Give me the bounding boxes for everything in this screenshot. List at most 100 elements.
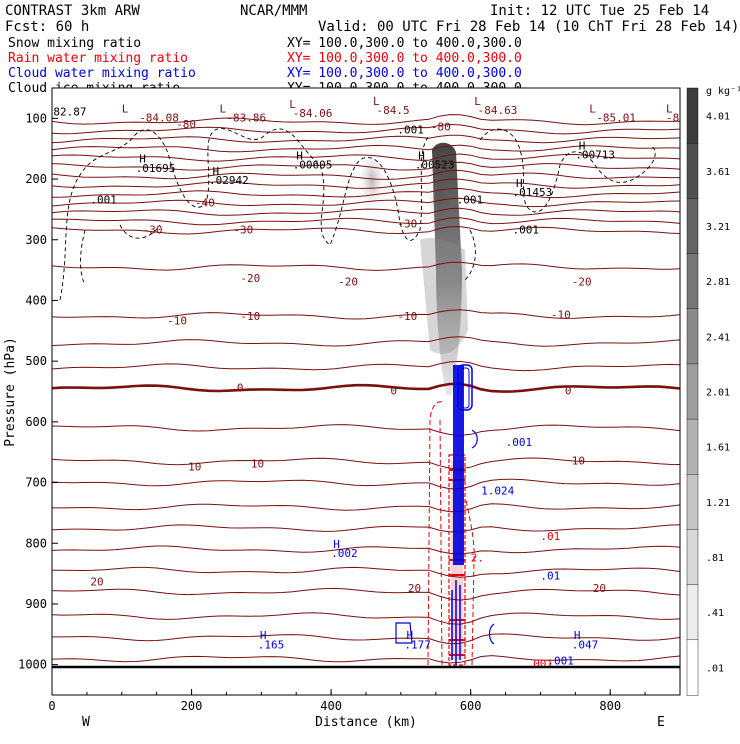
colorbar-label: 3.61 xyxy=(706,167,730,178)
cloud-water-label: .001 xyxy=(547,655,574,668)
y-tick-label: 300 xyxy=(25,233,47,247)
field-legend: Snow mixing ratio XY= 100.0,300.0 to 400… xyxy=(8,36,522,96)
snow-high-marker: H xyxy=(139,153,146,166)
cloud-water-label: 1.024 xyxy=(481,485,514,498)
colorbar-label: 3.21 xyxy=(706,222,730,233)
x-axis-title: Distance (km) xyxy=(315,715,417,730)
colorbar-label: 1.21 xyxy=(706,498,730,509)
valid-time: Valid: 00 UTC Fri 28 Feb 14 (10 ChT Fri … xyxy=(318,19,739,35)
colorbar-label: 4.01 xyxy=(706,112,730,123)
cloud-water-label: .01 xyxy=(540,570,560,583)
init-time: Init: 12 UTC Tue 25 Feb 14 xyxy=(490,3,709,19)
isotherm-line xyxy=(52,457,680,470)
cloud-water-label: .001 xyxy=(506,436,532,449)
colorbar-swatch xyxy=(686,363,699,420)
snow-label: .001 xyxy=(397,124,424,137)
y-tick-label: 500 xyxy=(25,354,47,368)
snow-high-value: .00605 xyxy=(293,159,333,172)
isotherm-line xyxy=(52,566,680,578)
colorbar-swatch xyxy=(686,253,699,310)
y-axis-title: Pressure (hPa) xyxy=(3,337,18,447)
y-tick-label: 700 xyxy=(25,476,47,490)
temperature-label: -10 xyxy=(240,310,260,323)
x-tick-label: 400 xyxy=(320,699,342,713)
isotherm-line xyxy=(52,633,680,645)
low-marker: L xyxy=(589,102,596,115)
header: CONTRAST 3km ARW NCAR/MMM Init: 12 UTC T… xyxy=(5,3,739,35)
y-tick-label: 200 xyxy=(25,172,47,186)
snow-high-marker: H xyxy=(418,150,425,163)
cloud-water-high-value: .002 xyxy=(331,547,358,560)
low-marker: L xyxy=(289,98,296,111)
isotherm-line xyxy=(52,309,680,320)
field-name-cloud-water: Cloud water mixing ratio xyxy=(8,66,196,81)
isotherm-line xyxy=(52,134,680,144)
cloud-water-high-marker: H xyxy=(333,538,340,551)
snow-high-marker: H xyxy=(213,165,220,178)
snow-label: .001 xyxy=(513,224,540,237)
temperature-label: 10 xyxy=(188,460,201,473)
isotherm-line xyxy=(52,360,680,372)
field-name-rain: Rain water mixing ratio xyxy=(8,51,188,66)
x-tick-label: 800 xyxy=(599,699,621,713)
snow-contour xyxy=(464,229,476,281)
snow-high-value: .00713 xyxy=(575,148,615,161)
isotherm-line xyxy=(52,587,680,601)
isotherm-line xyxy=(52,226,680,235)
field-xy-cloud-water: XY= 100.0,300.0 to 400.0,300.0 xyxy=(287,66,522,81)
isotherm-line xyxy=(52,424,680,436)
x-tick-label: 200 xyxy=(181,699,203,713)
forecast-hour: Fcst: 60 h xyxy=(5,19,89,35)
isotherm-line xyxy=(52,545,680,555)
colorbar: g kg⁻¹ 4.01 3.61 3.21 2.81 2.41 2.01 1.61 1.21.… xyxy=(686,86,740,696)
colorbar-swatch xyxy=(686,308,699,365)
temperature-label: -20 xyxy=(338,275,358,288)
isotherm-line xyxy=(52,161,680,171)
snow-high-value: .01453 xyxy=(513,186,553,199)
isotherm-line xyxy=(52,612,680,625)
low-marker: L xyxy=(474,95,481,108)
colorbar-swatch xyxy=(686,418,699,475)
temperature-label: -20 xyxy=(240,272,260,285)
temperature-label: 20 xyxy=(593,582,606,595)
y-tick-label: 100 xyxy=(25,111,47,125)
snow-label: 82.87 xyxy=(53,105,86,118)
colorbar-label: 2.81 xyxy=(706,277,730,288)
snow-high-marker: H xyxy=(711,153,718,166)
isotherm-line xyxy=(52,178,680,189)
temperature-label: -83.86 xyxy=(226,111,266,124)
temperature-label: -30 xyxy=(233,224,253,237)
isotherm-line xyxy=(52,478,680,490)
temperature-label: -84.5 xyxy=(377,104,410,117)
isotherm-line xyxy=(52,261,680,271)
cloud-water-high-value: .047 xyxy=(572,638,599,651)
isotherm-line xyxy=(52,382,680,393)
colorbar-swatch xyxy=(686,639,699,696)
low-marker: L xyxy=(666,102,673,115)
y-tick-label: 600 xyxy=(25,415,47,429)
isotherm-line xyxy=(52,655,680,664)
colorbar-unit: g kg⁻¹ xyxy=(706,86,740,97)
colorbar-label: .01 xyxy=(706,663,724,674)
temperature-label: -30 xyxy=(397,218,417,231)
temperature-label: 10 xyxy=(251,457,264,470)
temperature-label: -20 xyxy=(572,275,592,288)
east-label: E xyxy=(657,715,665,730)
snow-high-value: .01695 xyxy=(136,162,176,175)
y-tick-label: 400 xyxy=(25,293,47,307)
colorbar-swatch xyxy=(686,474,699,531)
cloud-water-high-value: .177 xyxy=(404,638,431,651)
colorbar-label: 2.01 xyxy=(706,388,730,399)
colorbar-label: 1.61 xyxy=(706,443,730,454)
cloud-water-high-marker: H xyxy=(574,629,581,642)
y-tick-label: 800 xyxy=(25,536,47,550)
x-tick-label: 0 xyxy=(48,699,55,713)
contour-labels: -84.08 -83.86 -84.06 -84.5 -84.63 -85.01 -85.6… xyxy=(53,95,718,671)
center-title: NCAR/MMM xyxy=(240,3,307,19)
colorbar-label: .41 xyxy=(706,608,724,619)
temperature-label: -40 xyxy=(195,196,215,209)
low-marker: L xyxy=(373,95,380,108)
isotherm-line xyxy=(52,169,680,180)
cloud-water-high-marker: H xyxy=(260,629,267,642)
